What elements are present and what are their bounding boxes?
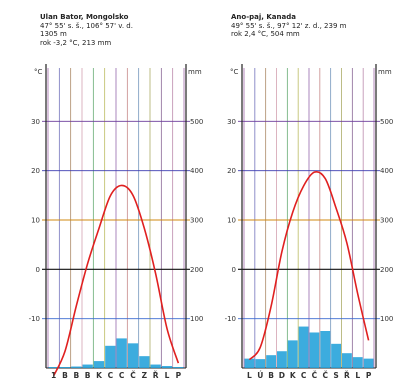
- chart2-precip-bar: [363, 358, 374, 368]
- chart1-precip-tick-label: 500: [190, 118, 203, 126]
- chart2-precip-bar: [277, 351, 287, 368]
- chart1-temp-tick-label: 30: [31, 118, 40, 126]
- chart1-precip-bar: [127, 343, 139, 368]
- chart2-temperature-line: [248, 170, 370, 361]
- chart1-precip-bar: [48, 367, 59, 368]
- chart2-title: Ano-paj, Kanada: [231, 13, 296, 21]
- chart1-month-label: B: [73, 371, 79, 380]
- chart1-precip-bar: [93, 361, 105, 368]
- chart1-month-label: K: [96, 371, 103, 380]
- chart2-month-label: Ú: [257, 371, 263, 380]
- chart2-precip-bar: [352, 357, 363, 368]
- chart2-precip-bar: [331, 343, 341, 368]
- chart1-precip-bar: [71, 366, 82, 368]
- chart2-precip-bar: [309, 332, 320, 368]
- chart1-precip-tick-label: 400: [190, 167, 203, 175]
- chart2-month-label: P: [366, 371, 372, 380]
- chart2-precip-unit: mm: [378, 68, 392, 76]
- chart1-annual: rok -3,2 °C, 213 mm: [40, 38, 112, 47]
- chart1-precip-bar: [59, 367, 71, 368]
- chart1-precip-bar: [150, 364, 161, 368]
- chart1-month-label: B: [62, 371, 68, 380]
- chart1-title: Ulan Bator, Mongolsko: [40, 13, 129, 21]
- chart1-temp-tick-label: 20: [31, 167, 40, 175]
- chart2-header: Ano-paj, Kanada 49° 55' s. š., 97° 12' z…: [231, 13, 346, 39]
- chart1-precip-bar: [173, 367, 184, 368]
- chart1-precip-bar: [116, 338, 127, 368]
- chart2-precip-bar: [287, 340, 298, 368]
- chart1-month-label: L: [165, 371, 170, 380]
- chart2-temp-tick-label: -10: [225, 315, 236, 323]
- chart2-precip-bar: [255, 359, 266, 368]
- chart1-temp-tick-label: -10: [29, 315, 40, 323]
- chart2-temp-unit: °C: [230, 68, 239, 76]
- chart2-annual: rok 2,4 °C, 504 mm: [231, 30, 300, 38]
- chart1-month-label: P: [176, 371, 182, 380]
- chart2-month-label: B: [268, 371, 274, 380]
- chart1-precip-tick-label: 200: [190, 266, 203, 274]
- chart1-header: Ulan Bator, Mongolsko 47° 55' s. š., 106…: [40, 13, 133, 47]
- chart1-month-label: 1: [51, 371, 56, 380]
- chart2-precip-tick-label: 400: [380, 167, 393, 175]
- chart1-precip-bar: [161, 366, 173, 368]
- chart1-precip-bar: [139, 356, 150, 368]
- chart2-precip-tick-label: 500: [380, 118, 393, 126]
- chart1-temperature-line: [52, 184, 180, 377]
- chart2-precip-bar: [266, 355, 276, 368]
- chart2-precip-bar: [342, 353, 352, 368]
- chart2-temp-tick-label: 0: [232, 266, 236, 274]
- chart1-month-label: Ř: [153, 371, 159, 380]
- chart1-precip-unit: mm: [188, 68, 202, 76]
- chart2-month-label: K: [290, 371, 297, 380]
- chart1-month-label: C: [108, 371, 114, 380]
- chart1-coords: 47° 55' s. š., 106° 57' v. d.: [40, 21, 133, 30]
- chart2-precip-tick-label: 200: [380, 266, 393, 274]
- chart1-month-label: C: [119, 371, 125, 380]
- chart2-temp-tick-label: 10: [227, 217, 236, 225]
- chart2-precip-tick-label: 300: [380, 217, 393, 225]
- chart2-precip-bar: [320, 331, 331, 368]
- chart1-precip-bar: [82, 364, 93, 368]
- chart1-month-label: B: [85, 371, 91, 380]
- chart1-temp-unit: °C: [34, 68, 43, 76]
- chart2-month-label: C: [301, 371, 307, 380]
- chart2-precip-bar: [244, 358, 255, 368]
- chart2-month-label: S: [333, 371, 338, 380]
- chart2-month-label: D: [279, 371, 285, 380]
- chart1-precip-tick-label: 300: [190, 217, 203, 225]
- chart2-month-label: Č: [312, 371, 318, 380]
- chart2-precip-tick-label: 100: [380, 315, 393, 323]
- chart2-temp-tick-label: 30: [227, 118, 236, 126]
- chart2-precip-bar: [298, 326, 309, 368]
- chart2-month-label: Č: [322, 371, 328, 380]
- chart1-precip-tick-label: 100: [190, 315, 203, 323]
- chart1-month-label: Z: [142, 371, 148, 380]
- chart2-month-label: L: [355, 371, 360, 380]
- chart1-temp-tick-label: 10: [31, 217, 40, 225]
- chart2-temp-tick-label: 20: [227, 167, 236, 175]
- chart1-elevation: 1305 m: [40, 30, 67, 38]
- chart2-month-label: L: [247, 371, 252, 380]
- chart1-month-label: Č: [130, 371, 136, 380]
- chart2-coords: 49° 55' s. š., 97° 12' z. d., 239 m: [231, 21, 347, 30]
- chart1-temp-tick-label: 0: [36, 266, 40, 274]
- chart2-month-label: Ř: [344, 371, 350, 380]
- chart1-precip-bar: [105, 345, 116, 368]
